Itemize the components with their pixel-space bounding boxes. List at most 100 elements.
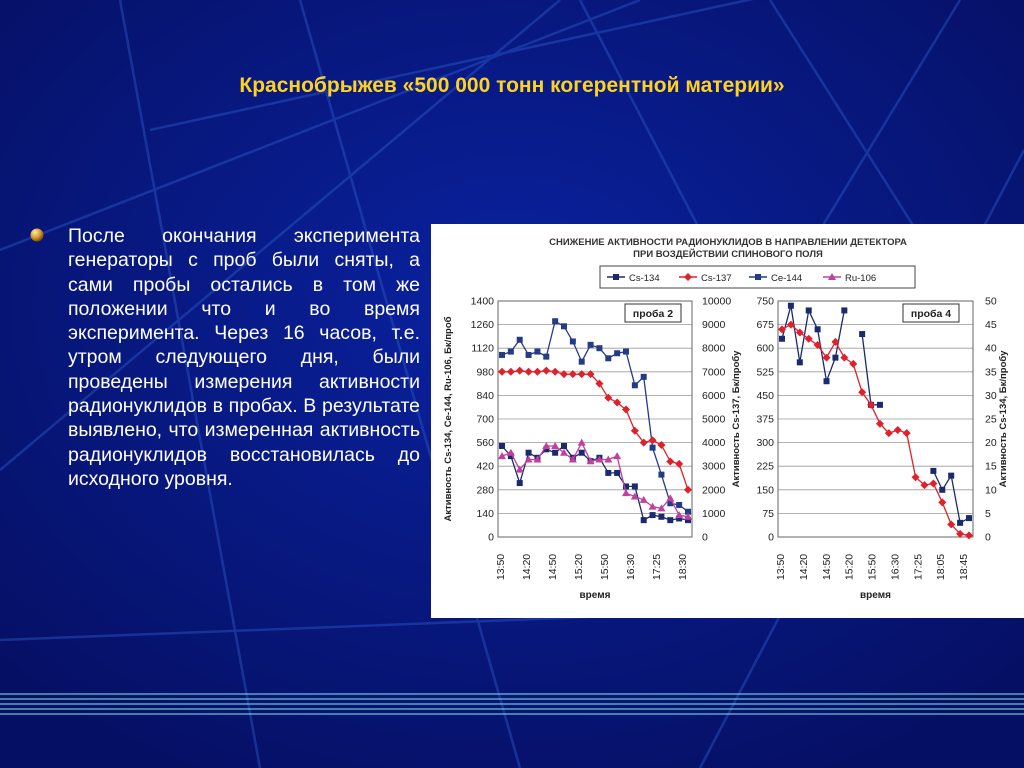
data-point-Cs-137 [867,400,876,409]
data-point-Cs-137 [884,429,893,438]
data-point-Cs-137 [595,379,604,388]
y-right-tick-label: 10 [985,484,997,496]
data-point-Cs-137 [902,429,911,438]
data-point-Cs-134 [578,449,585,456]
data-point-Ru-106 [595,455,604,463]
legend-label-Ce-144: Ce-144 [771,273,802,284]
chart-figure: СНИЖЕНИЕ АКТИВНОСТИ РАДИОНУКЛИДОВ В НАПР… [431,224,1024,618]
x-tick-label: 18:45 [958,554,970,580]
data-point-Cs-134 [787,302,794,309]
data-point-Ru-106 [666,494,675,502]
data-point-Ce-144 [578,358,585,365]
data-point-Ru-106 [568,455,577,463]
data-point-Cs-134 [948,472,955,479]
data-point-Ce-144 [658,471,665,478]
data-point-Ce-144 [623,348,629,355]
data-point-Cs-137 [604,393,613,402]
data-point-Cs-137 [657,440,666,449]
data-point-Cs-137 [965,531,973,540]
x-tick-label: 13:50 [495,554,507,580]
data-point-Cs-137 [947,520,956,529]
data-point-Cs-134 [640,517,647,524]
data-point-Ce-144 [561,323,567,330]
x-tick-label: 13:50 [775,554,787,580]
data-point-Ce-144 [596,345,603,352]
data-point-Cs-137 [613,398,622,407]
data-point-Cs-137 [675,459,684,468]
legend-label-Cs-134: Cs-134 [629,273,660,284]
data-point-Ru-106 [586,457,595,465]
y-left-tick-label: 140 [476,508,494,520]
x-tick-label: 16:30 [625,554,637,580]
data-point-Cs-137 [648,436,657,445]
data-point-Ru-106 [675,511,684,519]
legend-label-Cs-137: Cs-137 [701,273,732,284]
y-left-tick-label: 75 [762,508,774,520]
data-point-Cs-137 [515,366,524,375]
data-point-Cs-137 [911,473,920,482]
y-left-tick-label: 560 [476,437,494,449]
data-point-Cs-134 [516,480,523,487]
data-point-Ce-144 [499,351,505,358]
x-tick-label: 18:05 [935,554,947,580]
y-right-tick-label: 30 [985,390,997,402]
data-point-Cs-134 [779,335,785,342]
data-point-Ru-106 [639,495,648,503]
panel-label-box-0 [624,303,682,323]
data-point-Ru-106 [648,502,657,510]
y-right-tick-label: 40 [985,343,997,355]
data-point-Cs-137 [577,370,586,379]
data-point-Cs-137 [840,353,849,362]
x-tick-label: 14:50 [821,554,833,580]
y-right-tick-label: 50 [985,296,997,308]
y-left-tick-label: 1120 [471,343,494,355]
y-left-tick-label: 600 [756,343,774,355]
data-point-Cs-134 [832,354,839,361]
series-line-Cs-134 [501,445,689,522]
data-point-Cs-137 [639,438,648,447]
y-left-tick-label: 300 [756,437,774,449]
data-point-Ru-106 [515,465,524,473]
y-right-tick-label: 15 [985,461,997,473]
y-left-tick-label: 840 [476,390,494,402]
y-left-tick-label: 1400 [471,296,495,308]
data-point-Cs-134 [658,513,665,520]
data-point-Cs-137 [813,341,822,350]
data-point-Cs-137 [560,370,568,379]
y-left-tick-label: 980 [476,366,494,378]
data-point-Cs-134 [939,486,946,493]
y-right-tick-label: 0 [985,532,991,544]
data-point-Ce-144 [676,501,683,508]
y-left-tick-label: 225 [756,461,774,473]
data-point-Ce-144 [543,353,550,360]
series-line-Ru-106 [501,441,689,518]
data-point-Cs-137 [786,320,795,329]
y-left-tick-label: 150 [756,484,774,496]
data-point-Cs-134 [499,442,505,449]
x-tick-label: 15:50 [599,554,611,580]
slide-title: Краснобрыжев «500 000 тонн когерентной м… [239,74,785,97]
data-point-Ru-106 [630,492,639,500]
y-left-tick-label: 0 [488,532,494,544]
data-point-Cs-134 [841,307,848,314]
data-point-Cs-137 [524,367,533,376]
y-right-tick-label: 9000 [702,319,726,331]
data-point-Cs-134 [552,449,559,456]
x-tick-label: 17:25 [912,554,924,580]
panel-label: проба 4 [911,308,951,320]
data-point-Cs-137 [533,367,542,376]
x-tick-label: 18:30 [677,554,689,580]
data-point-Ru-106 [560,448,568,456]
y-left-tick-label: 1260 [471,319,495,331]
y-right-tick-label: 5 [985,508,991,520]
data-point-Ru-106 [533,455,542,463]
y-right-tick-label: 4000 [702,437,726,449]
data-point-Ru-106 [542,441,551,449]
data-point-Ru-106 [506,448,515,456]
data-point-Ru-106 [524,455,533,463]
data-point-Cs-134 [876,401,883,408]
data-point-Cs-134 [623,483,629,490]
data-point-Ce-144 [552,318,559,325]
legend-marker-Cs-137 [684,273,692,281]
data-point-Ru-106 [657,504,666,512]
